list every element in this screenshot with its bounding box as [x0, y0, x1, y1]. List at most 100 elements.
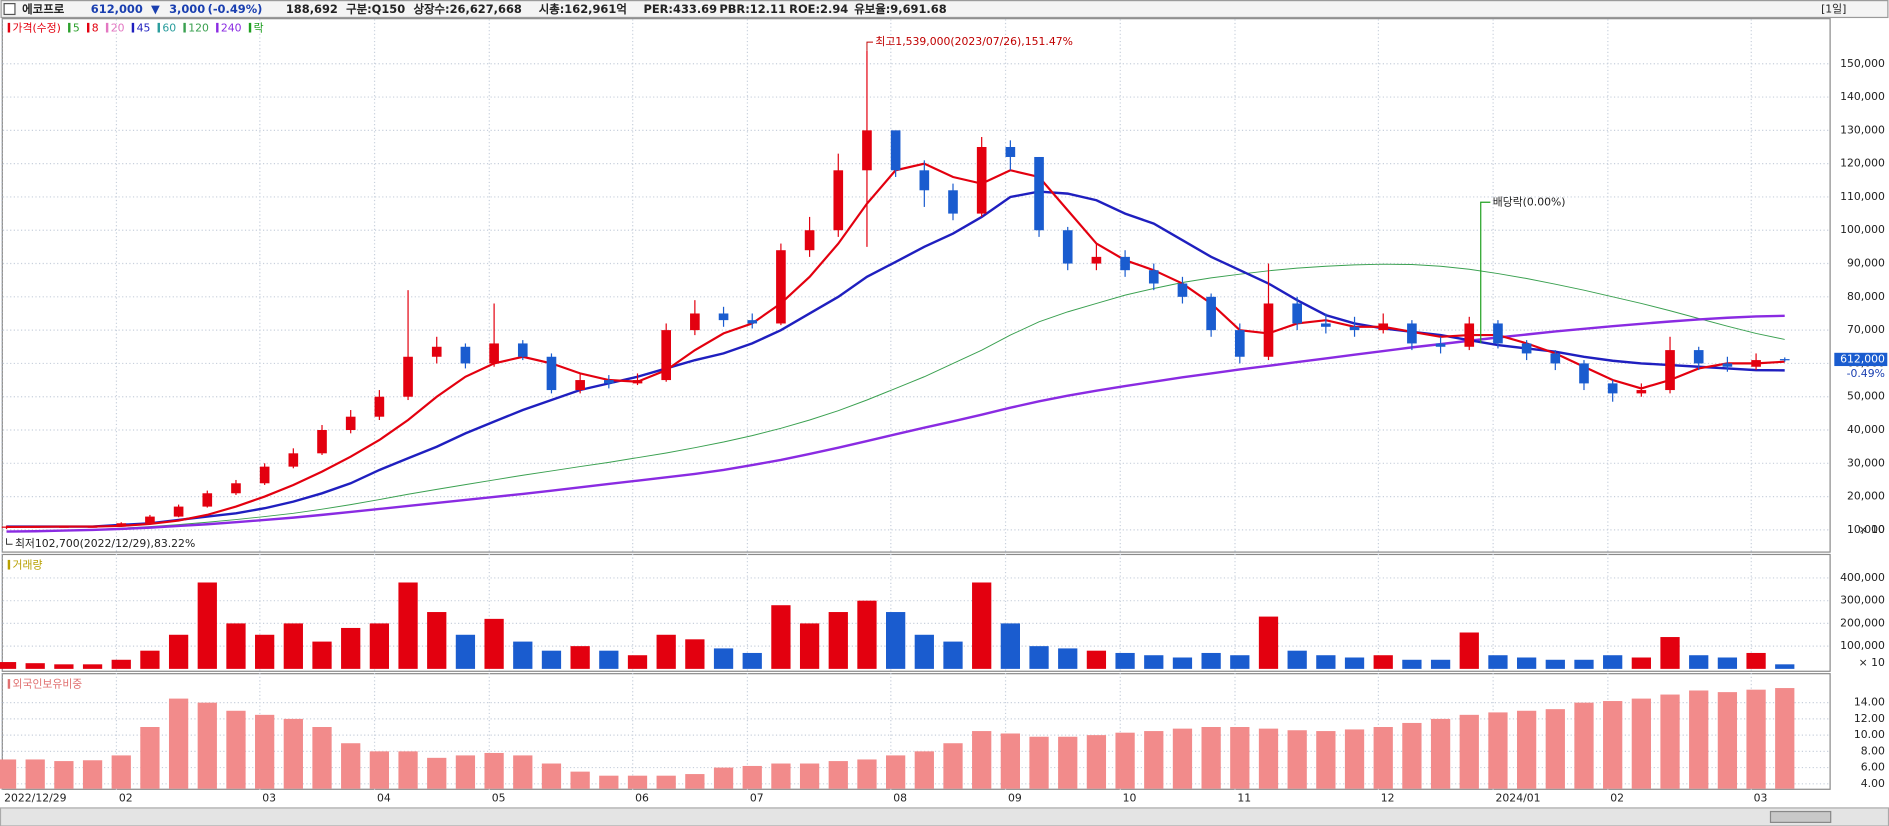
legend-entry: 락 — [254, 21, 264, 34]
scroll-thumb[interactable] — [1769, 810, 1832, 823]
legend-entry: 120 — [188, 21, 209, 34]
dividend-marker — [1480, 201, 1491, 344]
legend-swatch — [68, 22, 71, 33]
candle-body — [145, 516, 155, 524]
x-tick-label: 05 — [492, 791, 506, 804]
candle-body — [890, 130, 901, 171]
y-tick-label: 400,000 — [1840, 571, 1885, 584]
x-tick-label: 04 — [377, 791, 391, 804]
bar — [255, 714, 275, 789]
candle-body — [317, 430, 327, 454]
bar — [1029, 736, 1049, 789]
bar — [1545, 659, 1565, 669]
candle-body — [1693, 350, 1704, 364]
header-name: 에코프로 — [22, 2, 65, 16]
bar — [427, 757, 447, 789]
candle-body — [575, 380, 585, 391]
moving-average-line — [6, 263, 1785, 533]
candle-body — [1034, 156, 1044, 231]
bar — [1775, 688, 1795, 789]
bar — [1000, 623, 1020, 669]
header-field: ROE:2.94 — [789, 2, 848, 16]
bar — [111, 755, 131, 789]
period-selector[interactable]: [1일] — [1821, 2, 1846, 16]
candle-body — [1665, 350, 1675, 391]
legend-swatch — [216, 22, 219, 33]
candle-body — [804, 230, 815, 251]
scrollbar[interactable] — [0, 807, 1889, 826]
header-volume: 188,692 — [286, 2, 338, 16]
bar — [570, 646, 590, 669]
bar — [455, 755, 476, 789]
y-tick-label: 14.00 — [1854, 696, 1885, 709]
bar — [1258, 616, 1279, 669]
bar — [828, 612, 848, 669]
legend-swatch — [157, 22, 160, 33]
candle-body — [1321, 323, 1331, 327]
bar — [1058, 736, 1078, 789]
bar — [541, 650, 562, 669]
x-tick-label: 2022/12/29 — [4, 791, 67, 804]
bar — [1631, 698, 1651, 789]
candle-body — [976, 146, 987, 214]
header-icon[interactable] — [3, 3, 16, 16]
y-tick-label: 100,000 — [1840, 223, 1885, 236]
bar — [513, 755, 533, 789]
bar — [1258, 728, 1279, 789]
moving-average-line — [6, 314, 1785, 533]
candle-body — [919, 170, 930, 191]
candle-body — [1120, 256, 1130, 271]
bar — [427, 612, 447, 669]
legend-entry: 5 — [73, 21, 80, 34]
price-panel — [1, 18, 1831, 553]
legend-swatch — [105, 22, 109, 33]
candle-body — [1464, 323, 1475, 347]
bar — [513, 641, 533, 669]
legend-entry: 8 — [92, 21, 99, 34]
bar — [1689, 690, 1709, 789]
bar — [1631, 657, 1651, 669]
bar — [1488, 712, 1508, 789]
bar — [197, 702, 217, 789]
bar — [886, 755, 906, 789]
candle-body — [776, 250, 786, 324]
x-tick-label: 07 — [750, 791, 764, 804]
bar — [1000, 733, 1020, 789]
price-tag-box — [1834, 352, 1888, 367]
legend-entry: 가격(수정) — [13, 21, 61, 34]
y-tick-label: 50,000 — [1847, 390, 1885, 403]
y-tick-label: 40,000 — [1847, 423, 1885, 436]
bar — [82, 664, 103, 669]
panel-title-swatch — [7, 679, 11, 689]
header-change-pct: (-0.49%) — [208, 2, 263, 16]
bar — [1459, 632, 1479, 669]
bar — [1660, 694, 1680, 789]
candle-body — [604, 380, 614, 384]
price-tag-label: 612,000 — [1840, 352, 1885, 365]
candle-body — [1378, 323, 1389, 331]
bar — [1316, 655, 1336, 669]
y-tick-label: 8.00 — [1861, 744, 1885, 757]
bar — [799, 623, 820, 669]
bar — [1488, 655, 1508, 669]
legend-swatch — [7, 22, 11, 33]
bar — [742, 765, 762, 789]
candle-body — [1579, 363, 1589, 384]
bar — [312, 727, 332, 789]
header-field: PER:433.69 — [643, 2, 717, 16]
legend-swatch — [248, 22, 252, 33]
header-arrow: ▼ — [151, 2, 160, 16]
y-tick-label: 300,000 — [1840, 594, 1885, 607]
bar — [1775, 664, 1795, 669]
y-tick-label: 12.00 — [1854, 712, 1885, 725]
bar — [1029, 646, 1049, 669]
candle-body — [173, 506, 184, 517]
price-tag-change: -0.49% — [1847, 367, 1885, 380]
bar — [1287, 650, 1307, 669]
bar — [943, 641, 963, 669]
header-field: 시총:162,961억 — [539, 2, 627, 16]
bar — [656, 634, 676, 669]
bar — [972, 731, 992, 789]
y-tick-label: 130,000 — [1840, 123, 1885, 136]
